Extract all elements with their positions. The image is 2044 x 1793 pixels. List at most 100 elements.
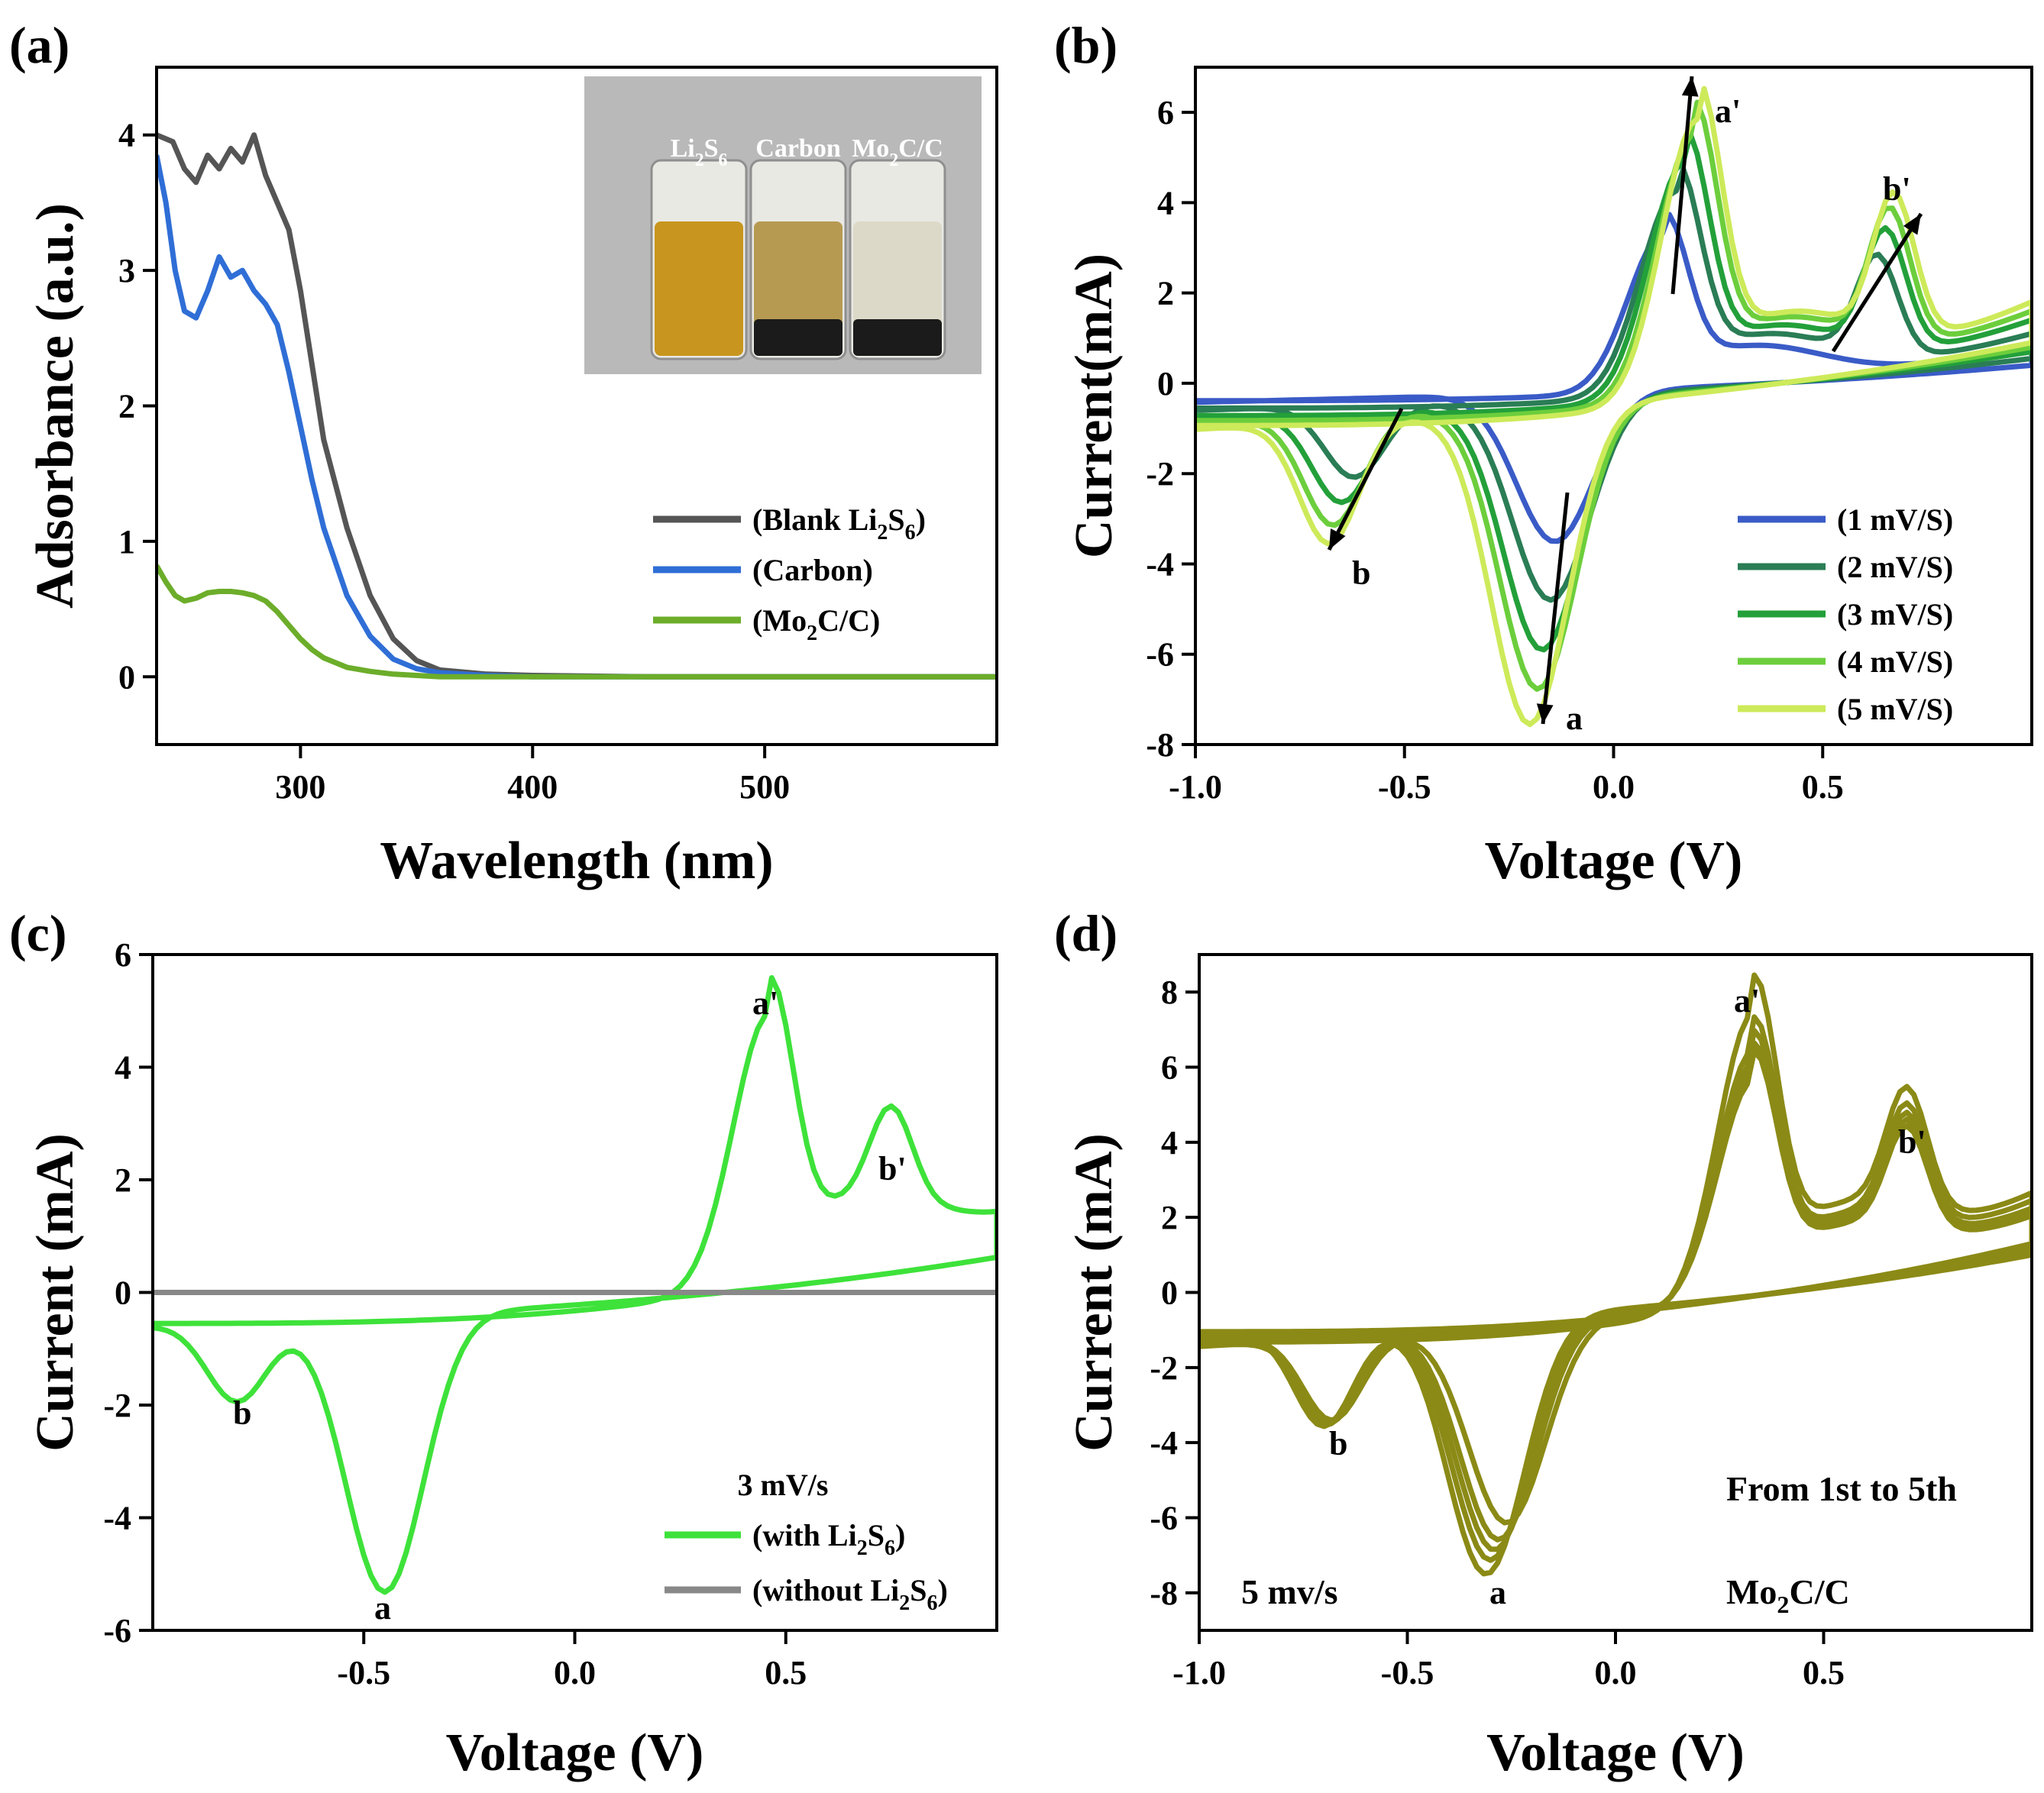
x-tick-label: 400 [507,768,558,806]
annotation-b: b [1329,1425,1347,1462]
x-axis-title: Wavelength (nm) [380,832,773,890]
legend-label: (2 mV/S) [1837,550,1953,584]
x-tick-label: 0.0 [1593,768,1635,806]
y-tick-label: 6 [1161,1049,1178,1087]
legend-label: (1 mV/S) [1837,502,1953,537]
panel-c: (c) -0.5 0.0 0.5 -6 -4 -2 0 2 4 6 Voltage (V) Curren… [9,904,998,1782]
legend-label: (with Li2S6) [752,1518,905,1560]
series-line-4 [1199,1048,2032,1577]
y-tick-label: 2 [1161,1199,1178,1236]
y-tick-label: -2 [1150,1349,1178,1387]
y-tick-label: 4 [118,117,135,154]
y-tick-label: -4 [1150,1424,1178,1462]
plot-area [1199,972,2032,1577]
panel-a: (a) 300 400 500 0 1 2 3 4 Wavelength (nm) Adsorban… [9,16,998,890]
x-tick-label: 0.0 [554,1654,596,1691]
legend-label: (Blank Li2S6) [752,502,926,544]
series-line-1 [1195,166,2032,603]
x-tick-label: 300 [275,768,325,806]
panel-label: (d) [1054,904,1117,962]
legend-label: (Mo2C/C) [752,603,880,645]
y-axis-title: Current (mA) [1065,1133,1124,1452]
vial-sediment [754,319,843,356]
y-tick-label: 1 [118,523,135,561]
y-tick-label: 4 [1157,184,1174,221]
panel-label: (c) [9,904,66,962]
arrow-b-prime-head [1903,214,1921,235]
arrow-a [1541,492,1570,725]
y-tick-label: 0 [118,658,135,696]
annotation-a: a [1566,699,1583,737]
series-line-2 [1195,131,2032,653]
y-tick-label: -6 [1146,636,1174,674]
arrow-a-prime [1670,76,1694,295]
x-axis-title: Voltage (V) [446,1724,704,1782]
annotation-b: b [233,1394,251,1432]
series-line-0 [1199,972,2032,1526]
x-tick-label: 0.5 [1802,768,1844,806]
panel-d: (d) -1.0 -0.5 0.0 0.5 -8 -6 -4 -2 0 2 4 6 8 Voltage (V… [1054,904,2033,1782]
cycles-label: From 1st to 5th [1726,1469,1957,1508]
series-line-0 [153,975,997,1595]
panel-label: (a) [9,16,70,74]
annotation-b: b [1352,554,1370,592]
rate-label: 5 mv/s [1241,1572,1338,1611]
y-tick-label: -6 [103,1612,131,1649]
x-tick-label: 0.0 [1595,1654,1637,1691]
arrow-b [1327,407,1404,551]
sample-label: Mo2C/C [1726,1572,1850,1618]
y-tick-label: 2 [118,388,135,425]
series-line-3 [1195,99,2032,692]
legend-label: (Carbon) [752,553,873,587]
x-tick-label: 0.5 [765,1654,807,1691]
x-tick-label: -0.5 [337,1654,390,1691]
arrow-b-head [1329,528,1346,550]
y-tick-label: 4 [115,1049,131,1087]
annotation-b-prime: b' [1898,1123,1926,1161]
y-tick-label: -6 [1150,1500,1178,1537]
x-tick-label: -1.0 [1172,1654,1226,1691]
x-tick-label: -0.5 [1378,768,1431,806]
annotation-a-prime: a' [1734,982,1760,1019]
y-tick-label: 6 [115,936,131,974]
vial-liquid [655,221,743,356]
inset-label: Carbon [755,134,841,163]
arrow-a-prime-head [1681,76,1699,97]
y-axis-title: Current (mA) [26,1133,85,1452]
annotation-b-prime: b' [878,1150,907,1187]
series-line-2 [157,564,997,680]
y-tick-label: 2 [115,1161,131,1199]
annotation-a-prime: a' [752,984,778,1022]
axes-frame [1198,953,2033,1632]
x-tick-label: -0.5 [1381,1654,1434,1691]
y-tick-label: 4 [1161,1124,1178,1161]
legend-title: 3 mV/s [738,1468,829,1502]
y-tick-label: -2 [1146,455,1174,493]
y-tick-label: -8 [1146,726,1174,764]
x-axis-title: Voltage (V) [1486,1724,1745,1782]
y-tick-label: 8 [1161,974,1178,1011]
vial-sediment [853,319,942,356]
series-line-0 [1195,212,2032,544]
y-tick-label: -4 [103,1500,131,1537]
y-tick-label: 0 [1157,365,1174,402]
inset-photo: Li2S6 Carbon Mo2C/C [584,76,982,374]
panel-label: (b) [1054,16,1117,74]
y-tick-label: -2 [103,1387,131,1424]
y-axis-title: Current(mA) [1065,254,1124,558]
panel-b: (b) -1.0 -0.5 0.0 0.5 -8 -6 -4 -2 0 2 4 6 Voltage (V)… [1054,16,2033,890]
arrow-a-head [1536,703,1554,724]
x-tick-label: 500 [739,768,790,806]
annotation-a-prime: a' [1715,92,1741,130]
y-axis-title: Adsorbance (a.u.) [26,203,85,609]
legend-label: (5 mV/S) [1837,692,1953,726]
y-tick-label: 0 [115,1274,131,1312]
x-tick-label: -1.0 [1169,768,1222,806]
plot-area [153,975,997,1595]
y-tick-label: 2 [1157,275,1174,312]
series-line-4 [1195,86,2032,728]
y-tick-label: -4 [1146,545,1174,583]
legend-label: (3 mV/S) [1837,597,1953,632]
plot-area [1195,86,2032,728]
